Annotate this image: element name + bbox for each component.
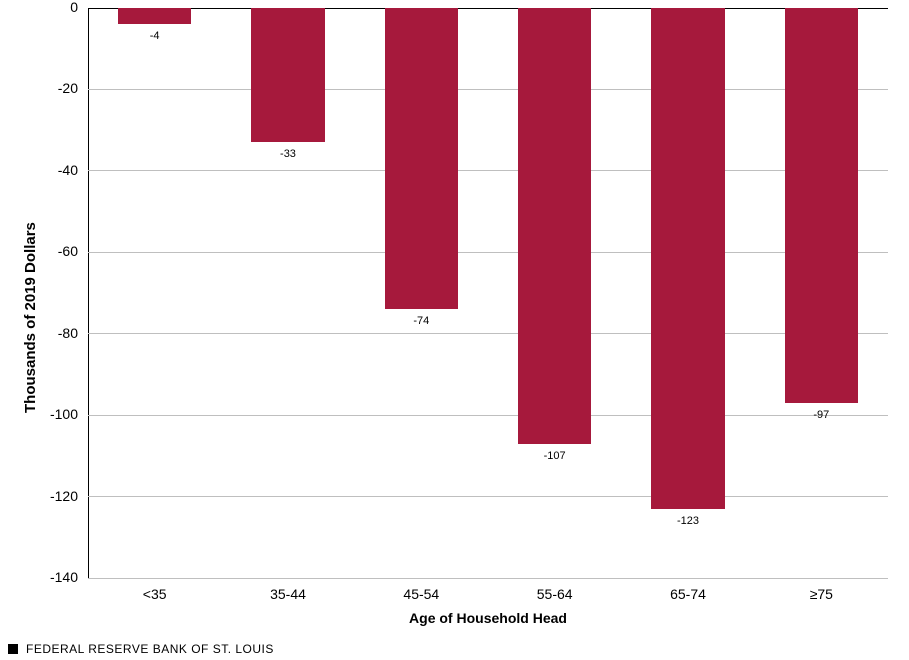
bar-value-label: -4 (88, 30, 221, 42)
y-tick-label: 0 (0, 0, 78, 15)
y-tick-label: -80 (0, 325, 78, 341)
x-tick-label: ≥75 (755, 586, 888, 602)
bar-value-label: -123 (621, 515, 754, 527)
square-icon (8, 644, 18, 654)
x-tick-label: 35-44 (221, 586, 354, 602)
top-border-line (88, 8, 888, 9)
bar (651, 8, 724, 509)
x-tick-label: 45-54 (355, 586, 488, 602)
y-tick-label: -40 (0, 162, 78, 178)
gridline (88, 496, 888, 497)
attribution: FEDERAL RESERVE BANK OF ST. LOUIS (8, 642, 274, 656)
bar (251, 8, 324, 142)
bar (118, 8, 191, 24)
bar-value-label: -74 (355, 315, 488, 327)
x-tick-label: 55-64 (488, 586, 621, 602)
y-tick-label: -140 (0, 569, 78, 585)
bar (518, 8, 591, 444)
gridline (88, 89, 888, 90)
y-tick-label: -60 (0, 243, 78, 259)
y-axis-title: Thousands of 2019 Dollars (22, 222, 39, 413)
bar-value-label: -97 (755, 409, 888, 421)
attribution-text: FEDERAL RESERVE BANK OF ST. LOUIS (26, 642, 274, 656)
chart-container: -140 -120 -100 -80 -60 -40 -20 0 <3535-4445-545… (0, 0, 909, 660)
gridline (88, 578, 888, 579)
x-tick-label: 65-74 (621, 586, 754, 602)
x-axis-title: Age of Household Head (88, 610, 888, 626)
gridline (88, 333, 888, 334)
gridline (88, 252, 888, 253)
x-tick-label: <35 (88, 586, 221, 602)
bar-value-label: -33 (221, 148, 354, 160)
plot-area (88, 8, 888, 578)
gridline (88, 170, 888, 171)
y-tick-label: -20 (0, 80, 78, 96)
bar (385, 8, 458, 309)
y-axis-line (88, 8, 89, 578)
y-tick-label: -120 (0, 488, 78, 504)
bar (785, 8, 858, 403)
bar-value-label: -107 (488, 450, 621, 462)
y-tick-label: -100 (0, 406, 78, 422)
